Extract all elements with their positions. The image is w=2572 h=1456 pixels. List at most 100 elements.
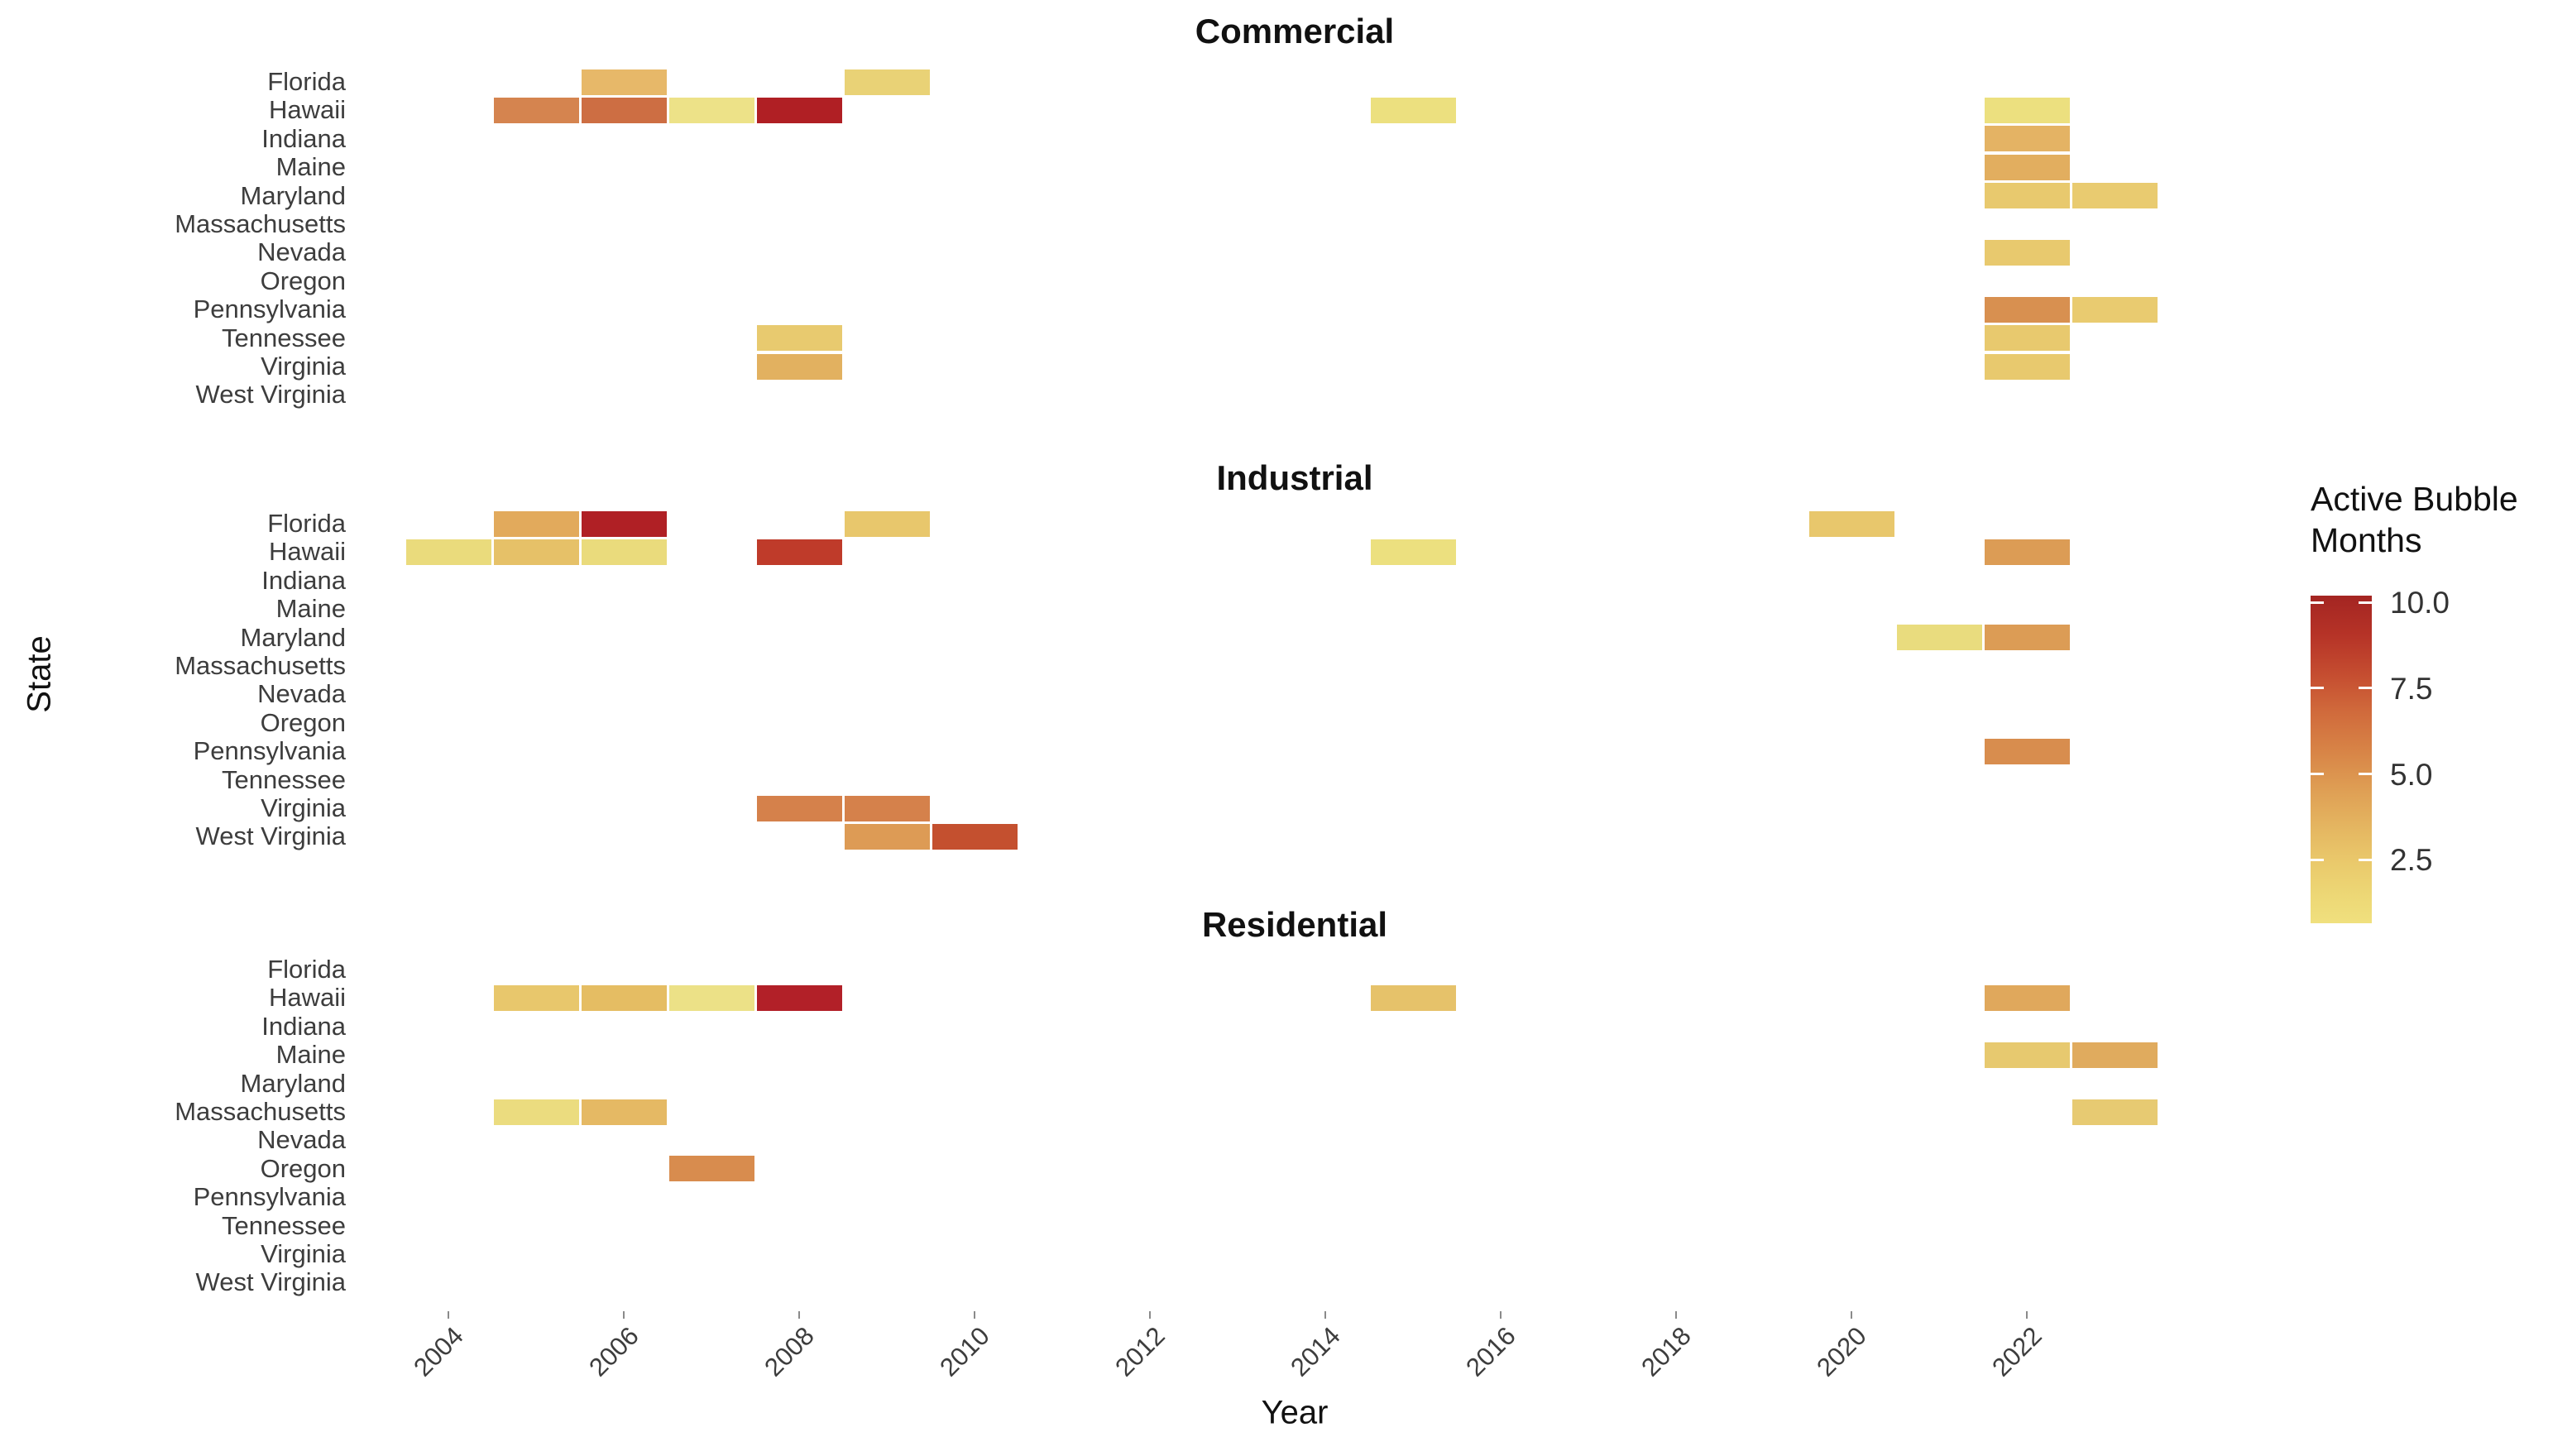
x-tick-label: 2014 — [1285, 1321, 1346, 1382]
state-label: Maryland — [240, 622, 347, 652]
heatmap-tile — [1984, 239, 2070, 266]
state-label: Hawaii — [268, 537, 346, 567]
state-label: Pennsylvania — [193, 736, 346, 766]
heatmap-tile — [932, 823, 1018, 850]
state-label: Pennsylvania — [193, 295, 346, 324]
heatmap-tile — [1984, 154, 2070, 180]
heatmap-tile — [844, 510, 930, 537]
facet-strip-title: Industrial — [1216, 458, 1373, 497]
state-label: Oregon — [260, 1153, 346, 1183]
x-tick-label: 2008 — [759, 1321, 820, 1382]
heatmap-tile — [844, 69, 930, 95]
heatmap-tile — [493, 510, 579, 537]
facet-strip-title: Commercial — [1195, 12, 1395, 50]
x-tick-mark — [974, 1311, 975, 1319]
heatmap-tile — [581, 510, 667, 537]
state-label: Hawaii — [268, 95, 346, 125]
state-label: Florida — [267, 509, 346, 538]
x-tick-mark — [1500, 1311, 1502, 1319]
heatmap-tile — [1984, 984, 2070, 1011]
heatmap-tile — [756, 97, 842, 123]
heatmap-tile — [844, 823, 930, 850]
x-tick-mark — [1324, 1311, 1326, 1319]
state-label: Indiana — [261, 123, 346, 153]
heatmap-tile — [1984, 325, 2070, 352]
state-label: Nevada — [257, 679, 346, 709]
state-label: Maine — [275, 594, 346, 624]
heatmap-tile — [1370, 97, 1456, 123]
state-label: Tennessee — [222, 323, 346, 352]
heatmap-tile — [668, 97, 754, 123]
heatmap-tile — [1984, 183, 2070, 209]
heatmap-tile — [2071, 1042, 2158, 1068]
state-label: Maine — [275, 152, 346, 182]
x-tick-mark — [2026, 1311, 2028, 1319]
legend-tick-mark — [2311, 687, 2324, 690]
state-label: Indiana — [261, 565, 346, 595]
heatmap-tile — [1370, 984, 1456, 1011]
state-label: Tennessee — [222, 764, 346, 794]
x-axis-title: Year — [1261, 1394, 1329, 1431]
x-tick-label: 2016 — [1460, 1321, 1521, 1382]
state-label: Massachusetts — [175, 209, 346, 238]
legend-tick-mark — [2311, 601, 2324, 604]
state-label: Maine — [275, 1040, 346, 1070]
state-label: Nevada — [257, 1125, 346, 1155]
x-tick-label: 2012 — [1109, 1321, 1171, 1382]
x-tick-label: 2006 — [583, 1321, 644, 1382]
legend-tick-label: 2.5 — [2390, 843, 2433, 878]
heatmap-tile — [1984, 353, 2070, 380]
state-label: Tennessee — [222, 1210, 346, 1240]
heatmap-tile — [668, 984, 754, 1011]
state-label: Nevada — [257, 237, 346, 267]
state-label: West Virginia — [195, 821, 347, 851]
heatmap-tile — [1984, 126, 2070, 152]
heatmap-tile — [756, 539, 842, 565]
heatmap-tile — [1984, 539, 2070, 565]
heatmap-tile — [1896, 625, 1982, 651]
heatmap-tile — [844, 795, 930, 821]
state-label: Maryland — [240, 1068, 347, 1098]
state-label: Hawaii — [268, 983, 346, 1013]
heatmap-tile — [756, 353, 842, 380]
heatmap-tile — [1984, 1042, 2070, 1068]
legend-tick-label: 5.0 — [2390, 757, 2433, 792]
state-label: Virginia — [261, 352, 346, 381]
state-label: Maryland — [240, 180, 347, 210]
legend-tick-mark — [2359, 773, 2372, 776]
state-label: Indiana — [261, 1011, 346, 1041]
legend-tick-mark — [2359, 601, 2372, 604]
x-tick-mark — [798, 1311, 800, 1319]
state-label: Florida — [267, 67, 346, 96]
heatmap-tile — [1984, 738, 2070, 764]
heatmap-tile — [581, 984, 667, 1011]
heatmap-tile — [581, 1099, 667, 1125]
heatmap-tile — [2071, 183, 2158, 209]
x-tick-label: 2018 — [1636, 1321, 1697, 1382]
facet-strip-title: Residential — [1201, 905, 1388, 944]
heatmap-tile — [1984, 296, 2070, 323]
x-tick-mark — [1851, 1311, 1852, 1319]
state-label: Oregon — [260, 266, 346, 295]
heatmap-tile — [756, 795, 842, 821]
heatmap-tile — [493, 1099, 579, 1125]
state-label: Virginia — [261, 1239, 346, 1268]
x-tick-mark — [623, 1311, 625, 1319]
heatmap-tile — [581, 539, 667, 565]
heatmap-tile — [1984, 97, 2070, 123]
legend-tick-mark — [2311, 773, 2324, 776]
legend-title: Active Bubble Months — [2311, 480, 2518, 559]
heatmap-tile — [581, 97, 667, 123]
state-label: Oregon — [260, 707, 346, 737]
state-label: West Virginia — [195, 380, 347, 410]
state-label: Massachusetts — [175, 651, 346, 680]
state-label: Virginia — [261, 793, 346, 822]
heatmap-tile — [668, 1156, 754, 1182]
legend-tick-label: 7.5 — [2390, 671, 2433, 706]
state-label: Pennsylvania — [193, 1182, 346, 1212]
x-tick-label: 2010 — [934, 1321, 995, 1382]
heatmap-tile — [756, 325, 842, 352]
heatmap-tile — [493, 984, 579, 1011]
x-tick-label: 2004 — [408, 1321, 469, 1382]
